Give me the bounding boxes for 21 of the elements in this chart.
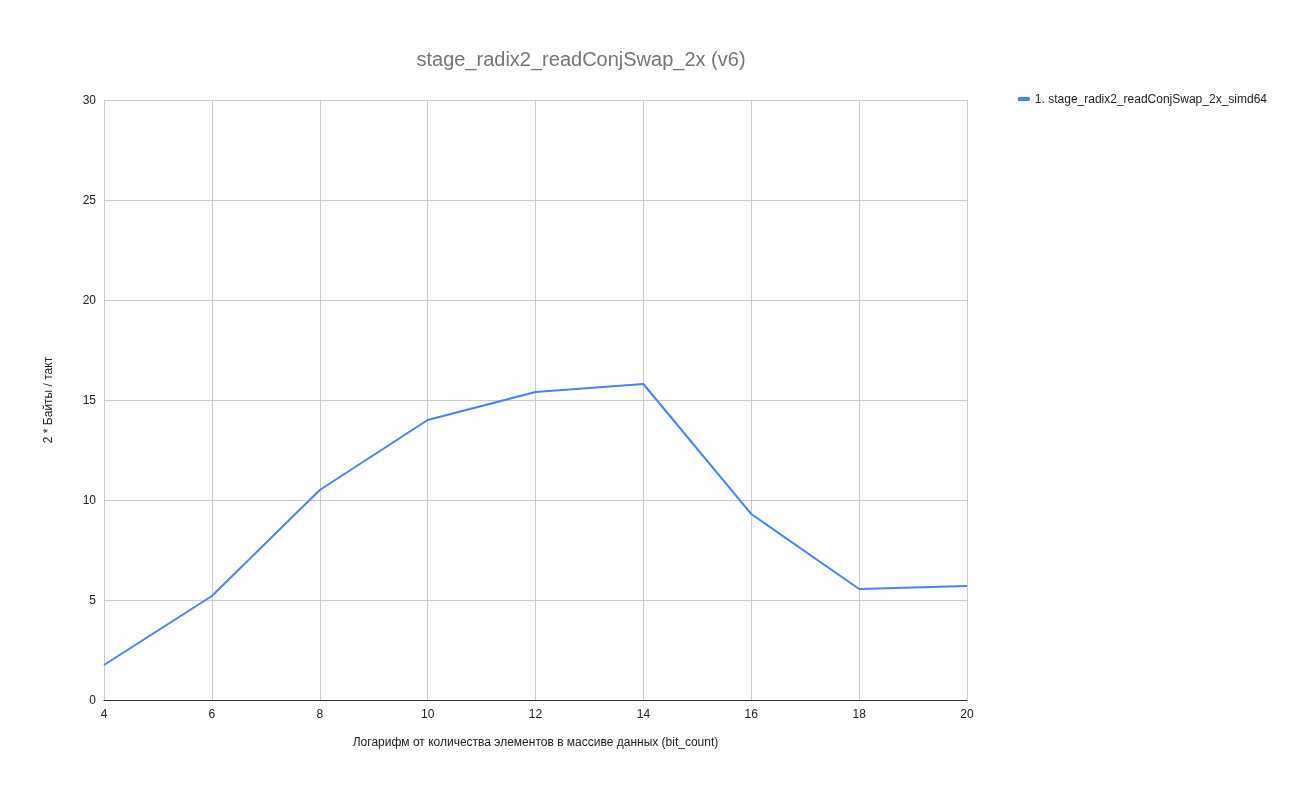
x-tick-label: 14 xyxy=(636,707,651,721)
x-tick-label: 10 xyxy=(420,707,435,721)
x-tick-label: 6 xyxy=(208,707,216,721)
y-tick-label: 20 xyxy=(82,293,97,307)
x-tick-label: 12 xyxy=(528,707,543,721)
y-tick-label: 30 xyxy=(82,93,97,107)
chart-title: stage_radix2_readConjSwap_2x (v6) xyxy=(416,48,746,71)
y-tick-label: 0 xyxy=(89,693,97,707)
y-tick-label: 25 xyxy=(82,193,97,207)
y-tick-label: 5 xyxy=(89,593,97,607)
x-tick-label: 20 xyxy=(960,707,974,721)
legend-label: 1. stage_radix2_readConjSwap_2x_simd64 xyxy=(1034,92,1268,106)
x-tick-label: 8 xyxy=(316,707,324,721)
y-tick-label: 15 xyxy=(82,393,97,407)
y-tick-label: 10 xyxy=(82,493,97,507)
line-series xyxy=(103,383,968,666)
x-tick-label: 4 xyxy=(100,707,108,721)
x-tick-label: 16 xyxy=(744,707,759,721)
x-axis-title: Логарифм от количества элементов в массиве данных (bit_count) xyxy=(352,735,719,749)
x-tick-label: 18 xyxy=(852,707,867,721)
y-axis-title: 2 * Байты / такт xyxy=(41,356,55,444)
